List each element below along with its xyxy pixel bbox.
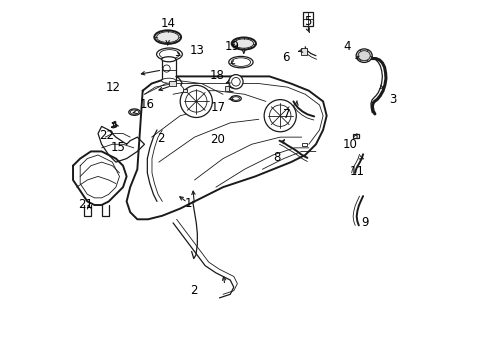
Bar: [162, 59, 176, 81]
Bar: [183, 89, 187, 92]
Text: 19: 19: [224, 40, 239, 53]
Bar: [301, 143, 306, 147]
Bar: [225, 86, 229, 91]
Text: 12: 12: [105, 81, 121, 94]
Text: 16: 16: [140, 99, 155, 112]
Ellipse shape: [162, 78, 176, 83]
Circle shape: [228, 75, 243, 89]
Text: 21: 21: [78, 198, 93, 211]
Bar: [169, 81, 176, 86]
Bar: [300, 48, 306, 55]
Text: 2: 2: [190, 284, 197, 297]
Bar: [303, 12, 313, 26]
Text: 14: 14: [160, 17, 175, 30]
Text: 4: 4: [342, 40, 350, 53]
Circle shape: [269, 105, 290, 126]
Bar: [352, 134, 358, 138]
Ellipse shape: [355, 49, 371, 63]
Text: 6: 6: [282, 51, 289, 64]
Text: 2: 2: [157, 132, 164, 145]
Text: 9: 9: [361, 216, 368, 229]
Text: 11: 11: [349, 165, 364, 178]
Text: 18: 18: [209, 69, 224, 82]
Text: 10: 10: [342, 139, 357, 152]
Text: 17: 17: [210, 101, 225, 114]
Circle shape: [185, 91, 206, 112]
Text: 5: 5: [304, 15, 311, 28]
Circle shape: [264, 100, 296, 132]
Text: 22: 22: [99, 129, 114, 142]
Text: 8: 8: [273, 151, 281, 165]
Circle shape: [180, 85, 212, 117]
Ellipse shape: [154, 30, 181, 44]
Text: 7: 7: [283, 108, 290, 121]
Text: 1: 1: [184, 197, 192, 210]
Text: 15: 15: [110, 141, 125, 154]
Ellipse shape: [231, 37, 255, 50]
Text: 13: 13: [189, 44, 204, 57]
Text: 3: 3: [388, 94, 396, 107]
Ellipse shape: [162, 57, 176, 62]
Text: 20: 20: [209, 133, 224, 146]
